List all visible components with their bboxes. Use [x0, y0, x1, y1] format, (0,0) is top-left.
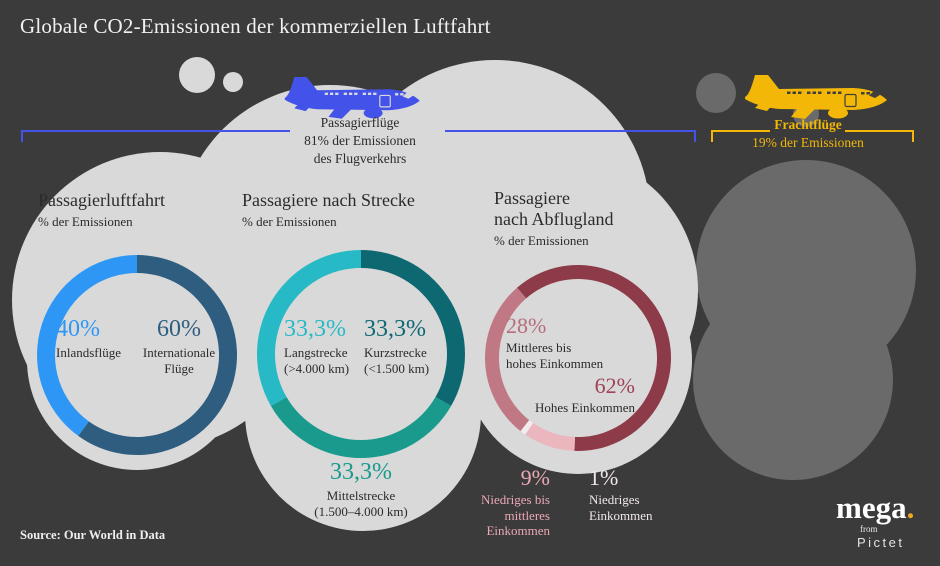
caption-line: Passagierflüge — [320, 115, 400, 130]
source-note: Source: Our World in Data — [20, 528, 166, 542]
chart-title: Passagiere nach Strecke — [242, 190, 415, 210]
segment-label: Mittelstrecke — [326, 488, 396, 503]
donut-segment — [256, 250, 361, 406]
brand-name: mega. — [836, 490, 915, 525]
segment-label: (1.500–4.000 km) — [314, 503, 408, 519]
segment-label: hohes Einkommen — [506, 355, 604, 371]
chart2-header: Passagiere nach Strecke % der Emissionen — [242, 190, 415, 230]
donut-chart-abflugland — [485, 264, 672, 451]
passenger-caption: Passagierflüge 81% der Emissionen des Fl… — [270, 114, 450, 168]
brand-sub: from — [860, 524, 878, 534]
chart-subtitle: % der Emissionen — [38, 214, 133, 229]
page-title: Globale CO2-Emissionen der kommerziellen… — [20, 14, 491, 38]
percentage-value: 28% — [506, 313, 547, 338]
segment-label: Flüge — [164, 360, 194, 376]
callout-mittleres-bis-hohes-einkommen: 28% Mittleres bis hohes Einkommen — [506, 314, 618, 371]
segment-label: Hohes Einkommen — [534, 400, 635, 415]
percentage-value: 33,3% — [284, 316, 346, 342]
callout-internationale-fluege: 60% Internationale Flüge — [130, 317, 228, 376]
donut-segment — [270, 397, 452, 459]
brand-logo: mega. from Pictet — [836, 492, 940, 550]
segment-label: Niedriges — [589, 492, 640, 507]
segment-label: Langstrecke — [284, 345, 348, 360]
segment-label: Mittleres bis — [506, 340, 572, 355]
donut-segment — [78, 255, 238, 455]
brand-dot: . — [906, 490, 915, 525]
freight-caption: Frachtflüge 19% der Emissionen — [718, 116, 898, 152]
chart-subtitle: % der Emissionen — [494, 233, 589, 248]
segment-label: (>4.000 km) — [284, 360, 350, 376]
callout-hohes-einkommen: 62% Hohes Einkommen — [523, 374, 635, 416]
segment-label: Einkommen — [486, 523, 550, 538]
callout-niedriges-einkommen: 1% Niedriges Einkommen — [589, 466, 679, 523]
donut-segment — [37, 255, 137, 436]
brand-company: Pictet — [857, 535, 905, 550]
donut-segment — [516, 264, 672, 451]
segment-label: Einkommen — [589, 507, 653, 523]
chart-title: Passagiere — [494, 188, 570, 208]
chart-title: nach Abflugland — [494, 209, 614, 229]
chart3-header: Passagiere nach Abflugland % der Emissio… — [494, 188, 613, 249]
callout-mittelstrecke: 33,3% Mittelstrecke (1.500–4.000 km) — [281, 460, 441, 519]
donut-segment — [485, 287, 530, 432]
caption-line: Frachtflüge — [774, 117, 842, 132]
segment-label: Inlandsflüge — [56, 345, 121, 360]
caption-line: 19% der Emissionen — [752, 135, 864, 150]
percentage-value: 1% — [589, 465, 619, 490]
percentage-value: 9% — [520, 465, 550, 490]
percentage-value: 33,3% — [330, 459, 392, 485]
donut-segment — [525, 423, 575, 451]
percentage-value: 40% — [56, 316, 100, 342]
caption-line: 81% der Emissionen — [304, 133, 416, 148]
percentage-value: 60% — [157, 316, 201, 342]
freight-bracket — [711, 130, 914, 142]
donut-chart-passagierluftfahrt — [37, 255, 238, 455]
percentage-value: 62% — [594, 373, 635, 398]
donut-segment — [361, 250, 466, 406]
percentage-value: 33,3% — [364, 316, 426, 342]
segment-label: Internationale — [142, 345, 216, 360]
callout-inlandsfluege: 40% Inlandsflüge — [56, 317, 148, 361]
chart-subtitle: % der Emissionen — [242, 214, 337, 229]
segment-label: Niedriges bis — [481, 492, 550, 507]
segment-label: Kurzstrecke — [364, 345, 427, 360]
passenger-bracket — [21, 130, 696, 142]
donut-chart-strecke — [256, 250, 466, 459]
freight-cloud — [693, 73, 916, 480]
segment-label: mittleres — [504, 507, 551, 523]
callout-langstrecke: 33,3% Langstrecke (>4.000 km) — [284, 317, 366, 376]
chart1-header: Passagierluftfahrt % der Emissionen — [38, 190, 165, 230]
chart-title: Passagierluftfahrt — [38, 190, 165, 210]
donut-segment — [520, 420, 534, 435]
segment-label: (<1.500 km) — [364, 360, 430, 376]
callout-niedriges-bis-mittleres-einkommen: 9% Niedriges bis mittleres Einkommen — [466, 466, 550, 539]
callout-kurzstrecke: 33,3% Kurzstrecke (<1.500 km) — [364, 317, 446, 376]
caption-line: des Flugverkehrs — [313, 151, 407, 166]
